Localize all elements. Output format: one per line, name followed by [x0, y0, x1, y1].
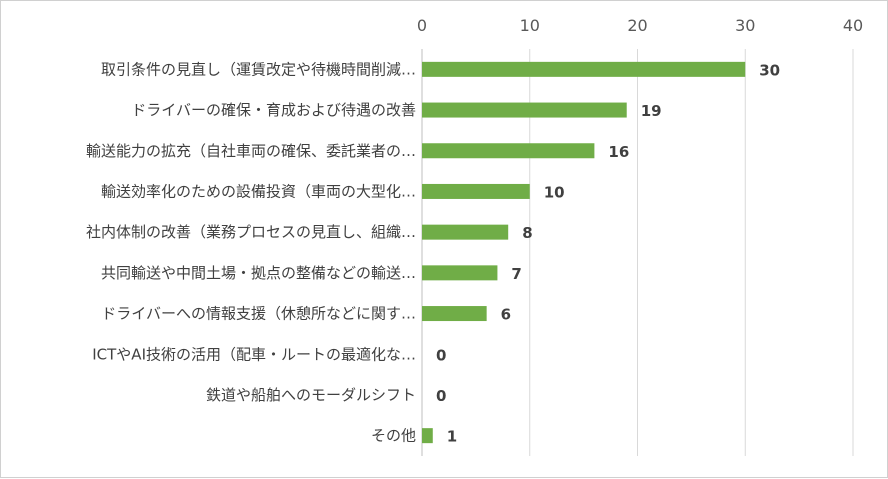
data-label: 16 [608, 143, 629, 161]
bar [422, 306, 487, 322]
x-tick-label: 20 [627, 16, 647, 35]
data-label: 6 [501, 306, 511, 324]
bar [422, 143, 595, 159]
data-label: 1 [447, 428, 457, 446]
category-label: その他 [371, 427, 416, 445]
bar [422, 183, 530, 199]
x-tick-label: 0 [417, 16, 427, 35]
x-tick-label: 40 [843, 16, 863, 35]
category-label: ドライバーへの情報支援（休憩所などに関す… [101, 305, 416, 323]
data-label: 0 [436, 387, 446, 405]
category-label: 鉄道や船舶へのモーダルシフト [206, 386, 416, 404]
data-label: 8 [522, 224, 532, 242]
x-tick-label: 10 [520, 16, 540, 35]
category-label: 取引条件の見直し（運賃改定や待機時間削減… [101, 60, 416, 78]
data-label: 7 [511, 265, 521, 283]
bar [422, 265, 498, 281]
category-label: 共同輸送や中間土場・拠点の整備などの輸送… [101, 264, 416, 282]
bar [422, 102, 627, 118]
data-label: 0 [436, 346, 446, 364]
category-label: ドライバーの確保・育成および待遇の改善 [131, 101, 416, 119]
bar [422, 61, 746, 77]
x-tick-label: 30 [735, 16, 755, 35]
data-label: 10 [544, 183, 565, 201]
bar [422, 428, 433, 444]
category-label: 輸送能力の拡充（自社車両の確保、委託業者の… [86, 142, 416, 160]
data-label: 19 [641, 102, 662, 120]
bar [422, 224, 509, 240]
category-label: 輸送効率化のための設備投資（車両の大型化… [101, 182, 416, 200]
category-label: ICTやAI技術の活用（配車・ルートの最適化な… [92, 345, 416, 363]
category-label: 社内体制の改善（業務プロセスの見直し、組織… [86, 223, 416, 241]
data-label: 30 [759, 61, 780, 79]
